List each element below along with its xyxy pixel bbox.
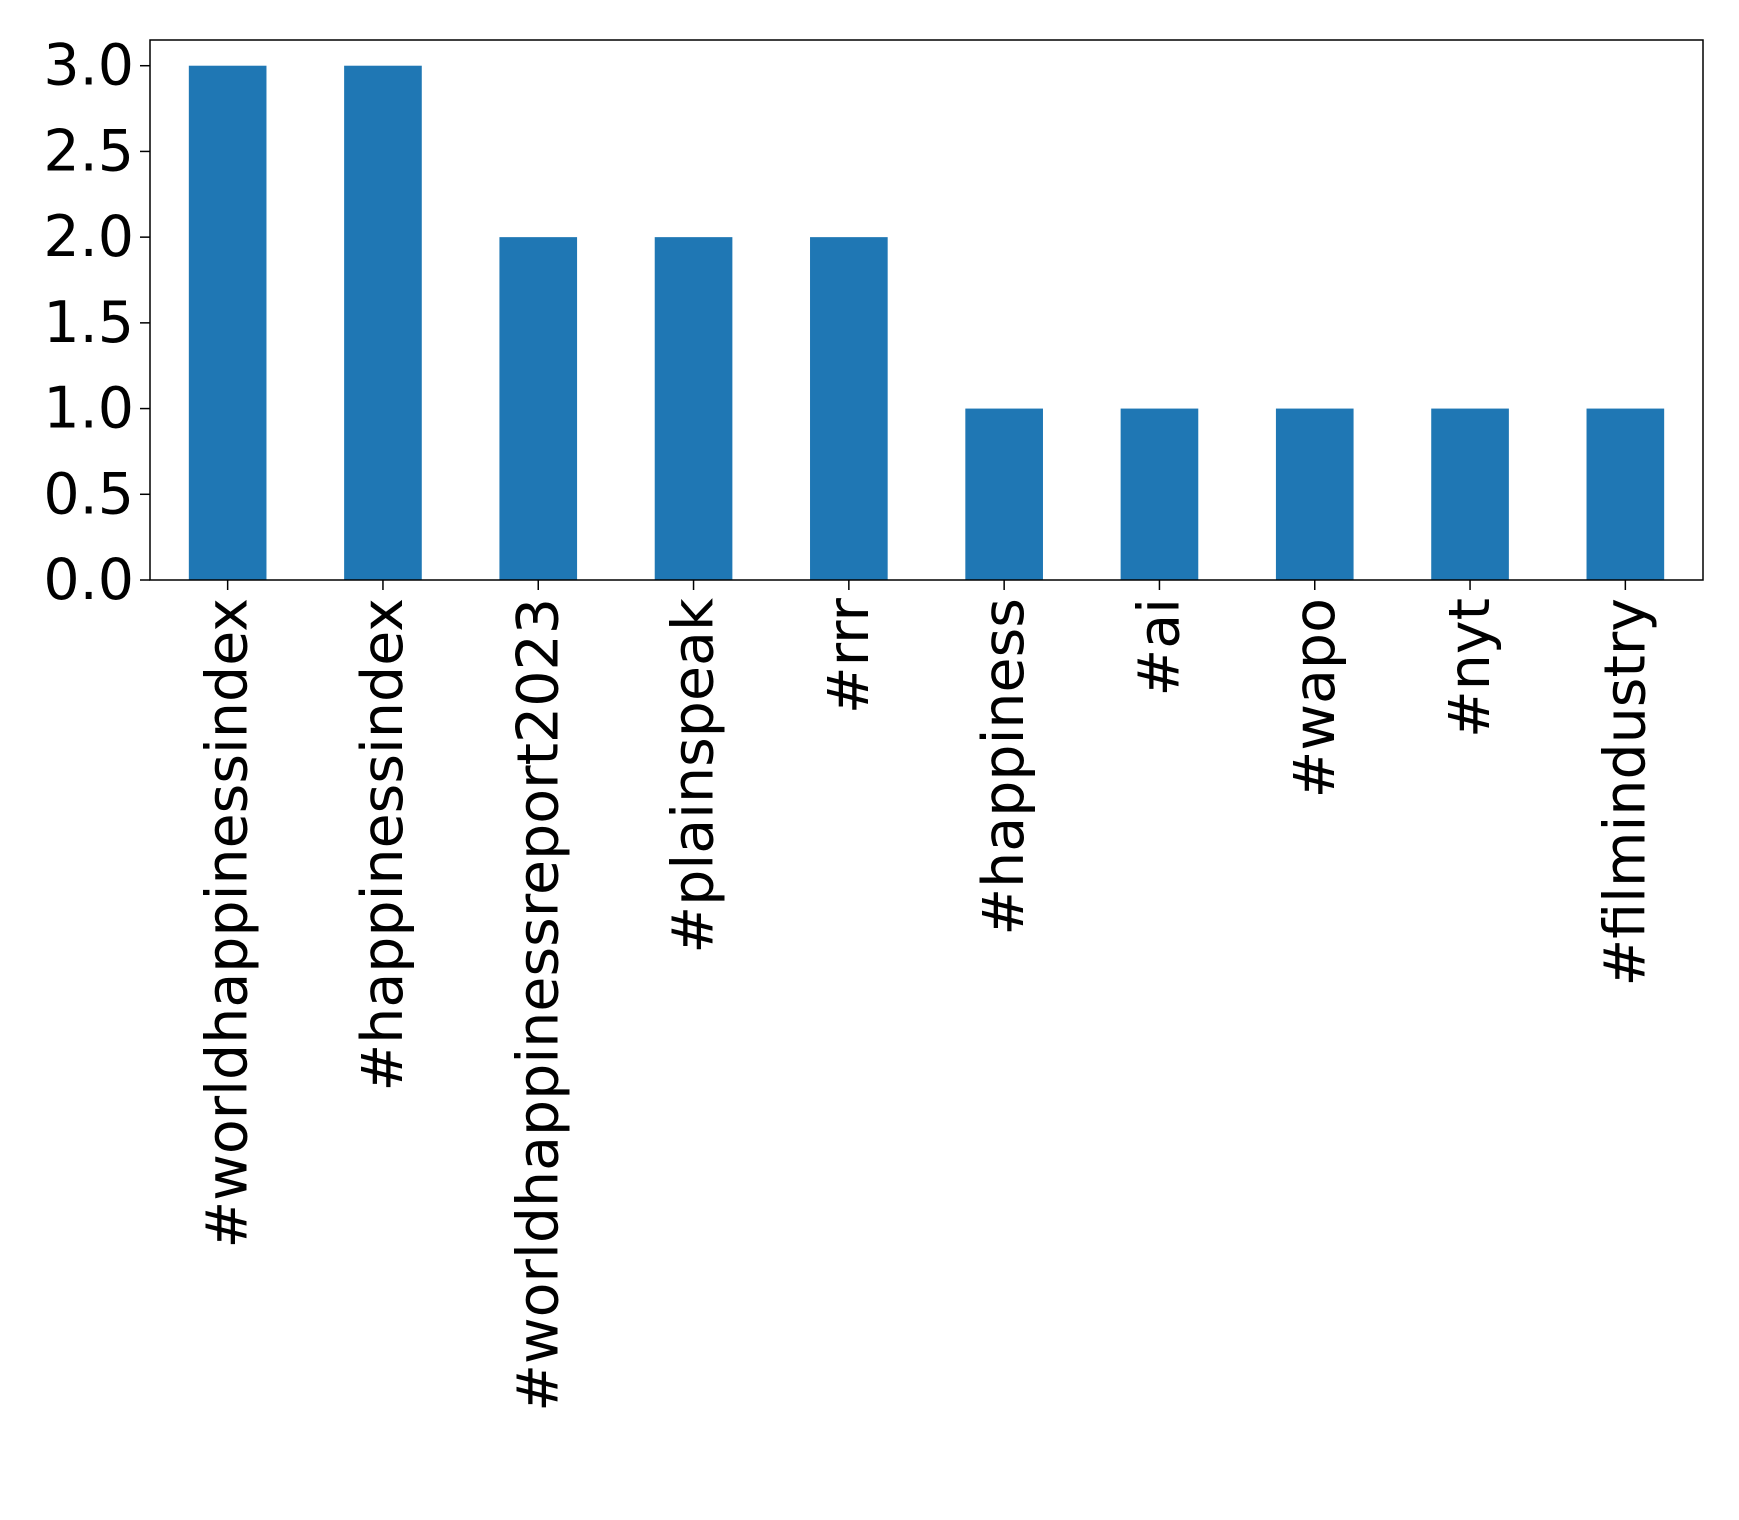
y-tick-label: 3.0 xyxy=(43,33,134,99)
x-tick-label: #happinessindex xyxy=(350,598,416,1092)
bar xyxy=(654,237,733,580)
y-tick-label: 1.5 xyxy=(43,290,134,356)
x-tick-label: #rrr xyxy=(816,597,882,714)
bar xyxy=(344,65,422,580)
bar xyxy=(965,408,1043,580)
x-tick-label: #wapo xyxy=(1282,598,1348,798)
bar xyxy=(188,65,267,580)
y-tick-label: 2.0 xyxy=(43,204,134,270)
x-tick-label: #filmindustry xyxy=(1592,598,1658,987)
y-tick-label: 0.0 xyxy=(43,547,134,613)
bar xyxy=(810,237,888,580)
y-axis-ticks: 0.0 0.5 1.0 1.5 2.0 2.5 3.0 xyxy=(43,33,150,613)
y-tick-label: 1.0 xyxy=(43,376,134,442)
bars-group xyxy=(188,65,1665,580)
x-tick-label: #happiness xyxy=(971,598,1037,936)
x-tick-label: #plainspeak xyxy=(661,598,727,954)
bar xyxy=(1275,408,1354,580)
bar xyxy=(1586,408,1665,580)
bar xyxy=(1431,408,1509,580)
x-tick-label: #worldhappinessreport2023 xyxy=(505,598,571,1412)
x-tick-label: #worldhappinessindex xyxy=(195,598,261,1249)
x-axis-ticks: #worldhappinessindex #happinessindex #worl… xyxy=(195,580,1658,1412)
bar xyxy=(1120,408,1199,580)
bar xyxy=(499,237,578,580)
x-tick-label: #ai xyxy=(1126,598,1192,697)
x-tick-label: #nyt xyxy=(1437,598,1503,738)
plot-frame xyxy=(149,39,1704,581)
y-tick-label: 0.5 xyxy=(43,461,134,527)
y-tick-label: 2.5 xyxy=(43,118,134,184)
